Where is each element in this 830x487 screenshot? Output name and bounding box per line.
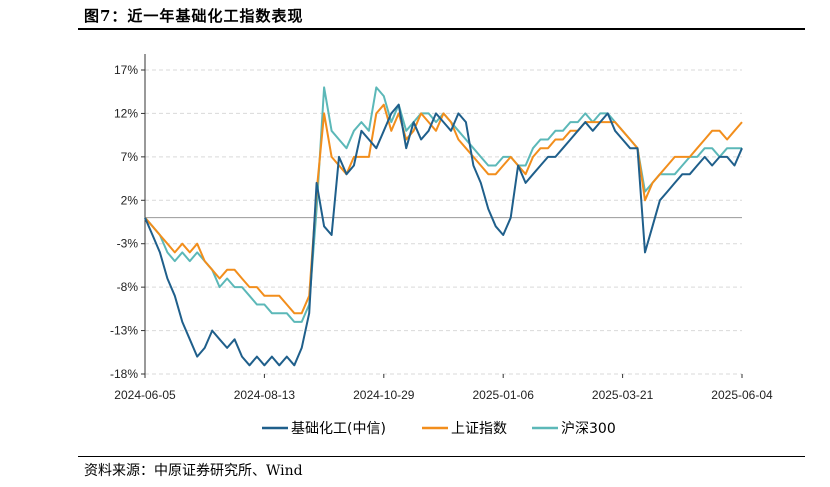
x-tick-label: 2024-08-13 [234,388,296,402]
x-tick-label: 2025-01-06 [473,388,535,402]
legend-label: 沪深300 [561,421,616,437]
axis-layer: 17% 12% 7% 2% -3% -8% -13% -18% 2024-06-05 2024-0… [110,54,773,402]
y-tick-label: -13% [110,324,138,338]
footer-divider [78,456,805,457]
legend-label: 基础化工(中信) [291,420,386,437]
grid-layer [145,69,742,375]
series-line [144,103,743,315]
chart-title: 图7：近一年基础化工指数表现 [84,7,304,25]
series-line [144,103,743,367]
y-tick-label: -18% [110,367,138,381]
y-tick-label: 7% [121,150,139,164]
y-tick-label: -8% [117,280,139,294]
x-tick-label: 2024-10-29 [353,388,415,402]
y-tick-label: -3% [117,237,139,251]
x-tick-label: 2025-06-04 [711,388,773,402]
x-tick-label: 2024-06-05 [114,388,176,402]
source-note: 资料来源：中原证券研究所、Wind [84,463,303,479]
title-divider [78,28,805,30]
x-tick-label: 2025-03-21 [592,388,654,402]
y-tick-label: 12% [114,106,138,120]
y-tick-label: 17% [114,63,138,77]
legend: 基础化工(中信) 上证指数 沪深300 [262,420,616,437]
series-layer [144,86,743,367]
y-tick-label: 2% [121,193,139,207]
legend-label: 上证指数 [451,421,507,437]
